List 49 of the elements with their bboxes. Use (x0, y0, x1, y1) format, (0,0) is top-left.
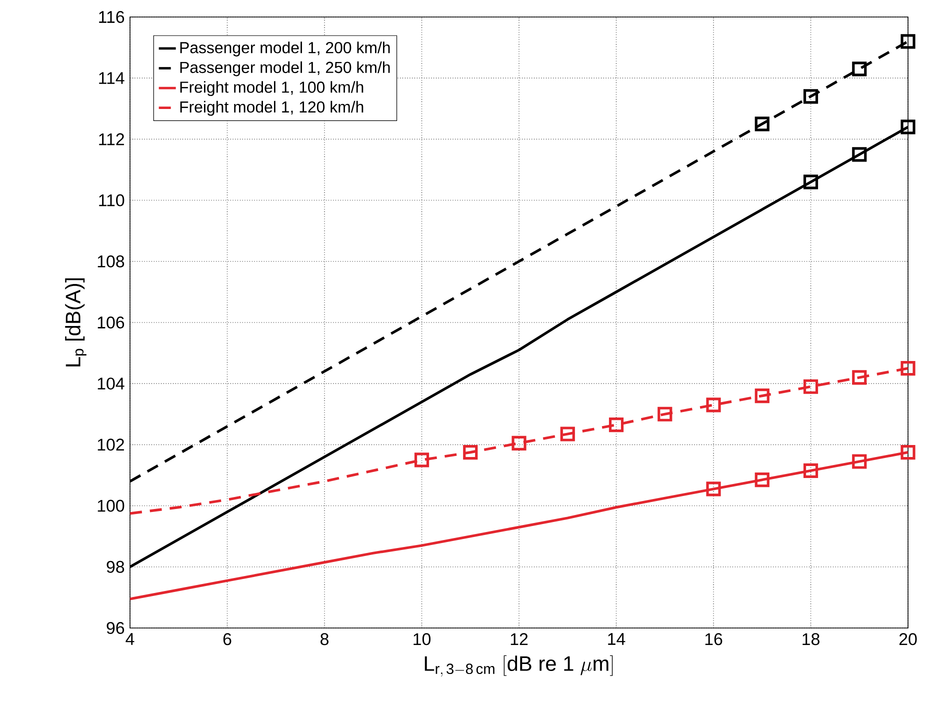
point (852, 454, 867, 469)
point (754, 388, 770, 404)
y-tick-label: 114 (99, 72, 124, 84)
x-tick-label: 18 (802, 633, 820, 646)
x-tick-label: 6 (223, 633, 232, 646)
point (560, 426, 575, 442)
point (900, 120, 916, 134)
legend-label: Passenger model 1, 200 km/h (180, 42, 390, 56)
x-tick-label: 4 (126, 633, 134, 645)
point (900, 361, 916, 376)
y-tick-label: 112 (99, 133, 124, 146)
x-axis-title: $\mathrm{L}_{\mathrm{r,\,3-8\,cm}}\ \mathrm{[dB\ re\ 1\ }\mu\mathrm{m]}$ (424, 655, 613, 677)
x-tick-label: 14 (608, 633, 626, 645)
point (803, 174, 818, 190)
point (754, 116, 770, 132)
legend-label: Passenger model 1, 250 km/h (180, 61, 390, 76)
point (852, 62, 867, 76)
point (803, 89, 818, 104)
y-tick-label: 104 (98, 378, 124, 390)
x-tick-label: 12 (510, 633, 528, 645)
point (900, 445, 916, 460)
point (658, 406, 672, 422)
legend-label: Freight model 1, 120 km/h (180, 100, 364, 116)
point (512, 436, 526, 450)
x-tick-label: 20 (899, 633, 917, 646)
y-tick-label: 106 (98, 316, 124, 328)
y-tick-label: 116 (99, 10, 124, 23)
point (900, 34, 916, 49)
point (852, 370, 867, 385)
y-tick-label: 102 (98, 438, 124, 451)
point (852, 147, 867, 162)
point (608, 418, 624, 432)
x-tick-label: 8 (320, 633, 328, 646)
legend-label: Freight model 1, 100 km/h (180, 81, 364, 96)
point (706, 398, 721, 412)
y-tick-label: 108 (98, 255, 124, 268)
point (414, 452, 430, 468)
point (754, 472, 770, 488)
point (803, 379, 818, 394)
y-tick-label: 96 (106, 622, 124, 634)
y-tick-label: 110 (99, 194, 124, 206)
y-tick-label: 100 (98, 500, 124, 512)
y-axis-title: L$_{p}$ [dB(A)] (65, 278, 86, 366)
point (803, 463, 818, 478)
point (706, 482, 721, 496)
x-tick-label: 16 (705, 633, 722, 646)
y-tick-label: 98 (106, 560, 124, 573)
point (463, 445, 478, 460)
x-tick-label: 10 (414, 633, 431, 646)
